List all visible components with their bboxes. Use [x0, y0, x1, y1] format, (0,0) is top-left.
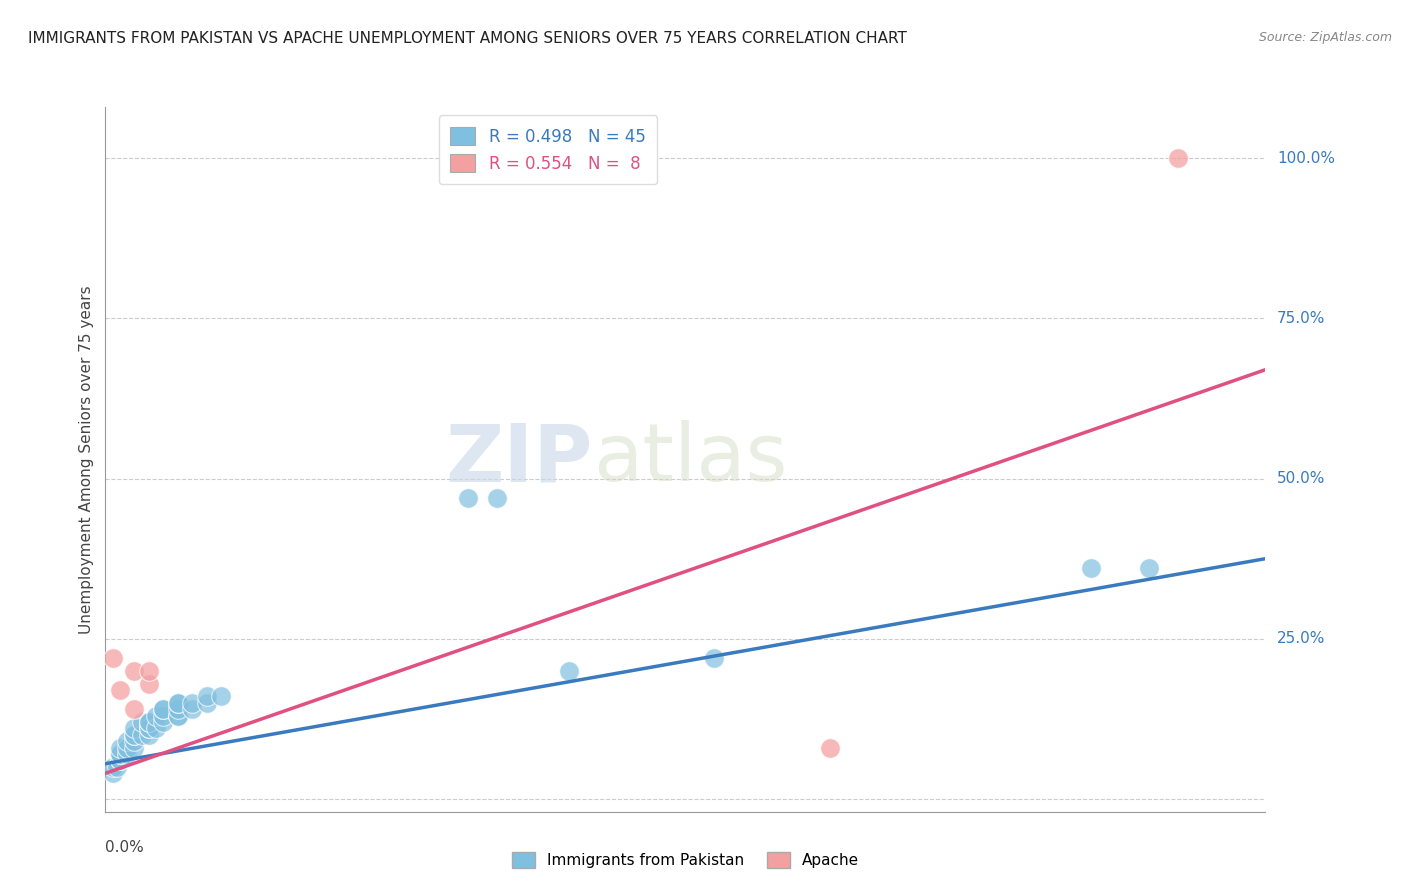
Y-axis label: Unemployment Among Seniors over 75 years: Unemployment Among Seniors over 75 years	[79, 285, 94, 633]
Point	[108, 747, 131, 761]
Point	[131, 728, 153, 742]
Point	[115, 747, 138, 761]
Point	[152, 714, 174, 729]
Point	[152, 702, 174, 716]
Point	[105, 760, 128, 774]
Point	[152, 702, 174, 716]
Point	[138, 664, 160, 678]
Point	[115, 740, 138, 755]
Point	[457, 491, 479, 505]
Point	[124, 740, 146, 755]
Point	[1139, 561, 1161, 575]
Point	[138, 714, 160, 729]
Point	[181, 702, 204, 716]
Point	[167, 708, 190, 723]
Text: 75.0%: 75.0%	[1277, 311, 1326, 326]
Text: 50.0%: 50.0%	[1277, 471, 1326, 486]
Point	[167, 702, 190, 716]
Point	[124, 702, 146, 716]
Point	[145, 708, 167, 723]
Point	[167, 696, 190, 710]
Point	[138, 722, 160, 736]
Point	[124, 722, 146, 736]
Point	[115, 734, 138, 748]
Point	[181, 696, 204, 710]
Point	[152, 708, 174, 723]
Text: 0.0%: 0.0%	[105, 840, 145, 855]
Text: atlas: atlas	[593, 420, 787, 499]
Point	[167, 708, 190, 723]
Point	[167, 696, 190, 710]
Point	[108, 754, 131, 768]
Text: ZIP: ZIP	[446, 420, 593, 499]
Point	[195, 690, 218, 704]
Point	[108, 747, 131, 761]
Point	[195, 696, 218, 710]
Point	[101, 766, 124, 780]
Point	[124, 728, 146, 742]
Point	[101, 651, 124, 665]
Point	[485, 491, 508, 505]
Point	[131, 714, 153, 729]
Point	[558, 664, 581, 678]
Point	[108, 683, 131, 698]
Text: 25.0%: 25.0%	[1277, 632, 1326, 646]
Point	[108, 740, 131, 755]
Legend: Immigrants from Pakistan, Apache: Immigrants from Pakistan, Apache	[506, 847, 865, 874]
Point	[124, 728, 146, 742]
Point	[124, 664, 146, 678]
Text: 100.0%: 100.0%	[1277, 151, 1336, 166]
Point	[703, 651, 725, 665]
Point	[124, 734, 146, 748]
Point	[101, 760, 124, 774]
Point	[1080, 561, 1102, 575]
Point	[820, 740, 842, 755]
Point	[138, 676, 160, 690]
Point	[211, 690, 233, 704]
Point	[1167, 151, 1189, 165]
Point	[145, 722, 167, 736]
Point	[108, 754, 131, 768]
Text: IMMIGRANTS FROM PAKISTAN VS APACHE UNEMPLOYMENT AMONG SENIORS OVER 75 YEARS CORR: IMMIGRANTS FROM PAKISTAN VS APACHE UNEMP…	[28, 31, 907, 46]
Point	[138, 728, 160, 742]
Point	[138, 722, 160, 736]
Text: Source: ZipAtlas.com: Source: ZipAtlas.com	[1258, 31, 1392, 45]
Point	[138, 714, 160, 729]
